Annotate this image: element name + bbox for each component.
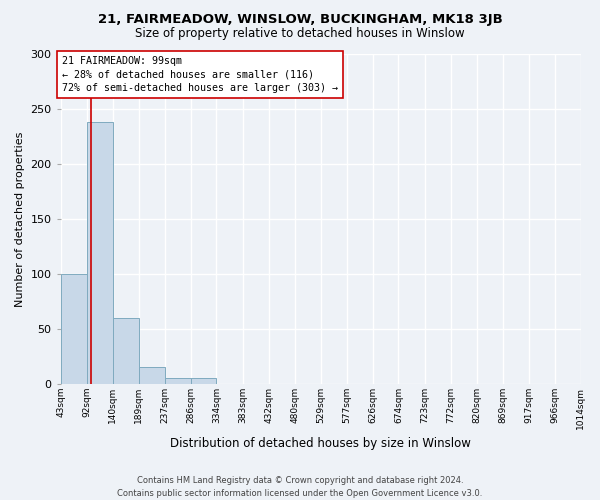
Bar <box>164 378 191 384</box>
Text: Contains HM Land Registry data © Crown copyright and database right 2024.
Contai: Contains HM Land Registry data © Crown c… <box>118 476 482 498</box>
Bar <box>139 368 164 384</box>
Y-axis label: Number of detached properties: Number of detached properties <box>15 132 25 306</box>
Bar <box>87 122 113 384</box>
Bar <box>113 318 139 384</box>
Text: 21, FAIRMEADOW, WINSLOW, BUCKINGHAM, MK18 3JB: 21, FAIRMEADOW, WINSLOW, BUCKINGHAM, MK1… <box>98 12 502 26</box>
X-axis label: Distribution of detached houses by size in Winslow: Distribution of detached houses by size … <box>170 437 471 450</box>
Bar <box>61 274 87 384</box>
Text: Size of property relative to detached houses in Winslow: Size of property relative to detached ho… <box>135 28 465 40</box>
Text: 21 FAIRMEADOW: 99sqm
← 28% of detached houses are smaller (116)
72% of semi-deta: 21 FAIRMEADOW: 99sqm ← 28% of detached h… <box>62 56 338 92</box>
Bar <box>191 378 217 384</box>
